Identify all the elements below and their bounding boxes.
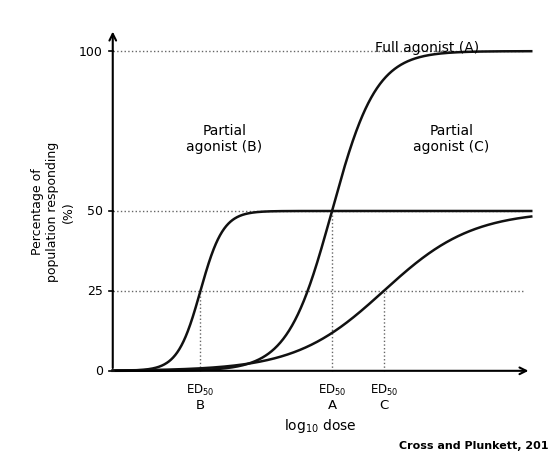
Text: B: B: [196, 398, 205, 411]
Text: ED$_{50}$: ED$_{50}$: [370, 382, 398, 397]
Text: Cross and Plunkett, 201: Cross and Plunkett, 201: [399, 440, 549, 450]
Text: A: A: [328, 398, 337, 411]
Text: log$_{10}$ dose: log$_{10}$ dose: [283, 416, 356, 434]
Text: 25: 25: [87, 285, 103, 298]
Text: Percentage of
population responding
(%): Percentage of population responding (%): [31, 141, 74, 281]
Text: ED$_{50}$: ED$_{50}$: [318, 382, 346, 397]
Text: Partial
agonist (B): Partial agonist (B): [186, 124, 263, 154]
Text: 100: 100: [79, 45, 103, 59]
Text: C: C: [379, 398, 389, 411]
Text: Full agonist (A): Full agonist (A): [375, 41, 479, 55]
Text: 0: 0: [95, 364, 103, 377]
Text: 50: 50: [87, 205, 103, 218]
Text: Partial
agonist (C): Partial agonist (C): [413, 124, 489, 154]
Text: ED$_{50}$: ED$_{50}$: [186, 382, 214, 397]
